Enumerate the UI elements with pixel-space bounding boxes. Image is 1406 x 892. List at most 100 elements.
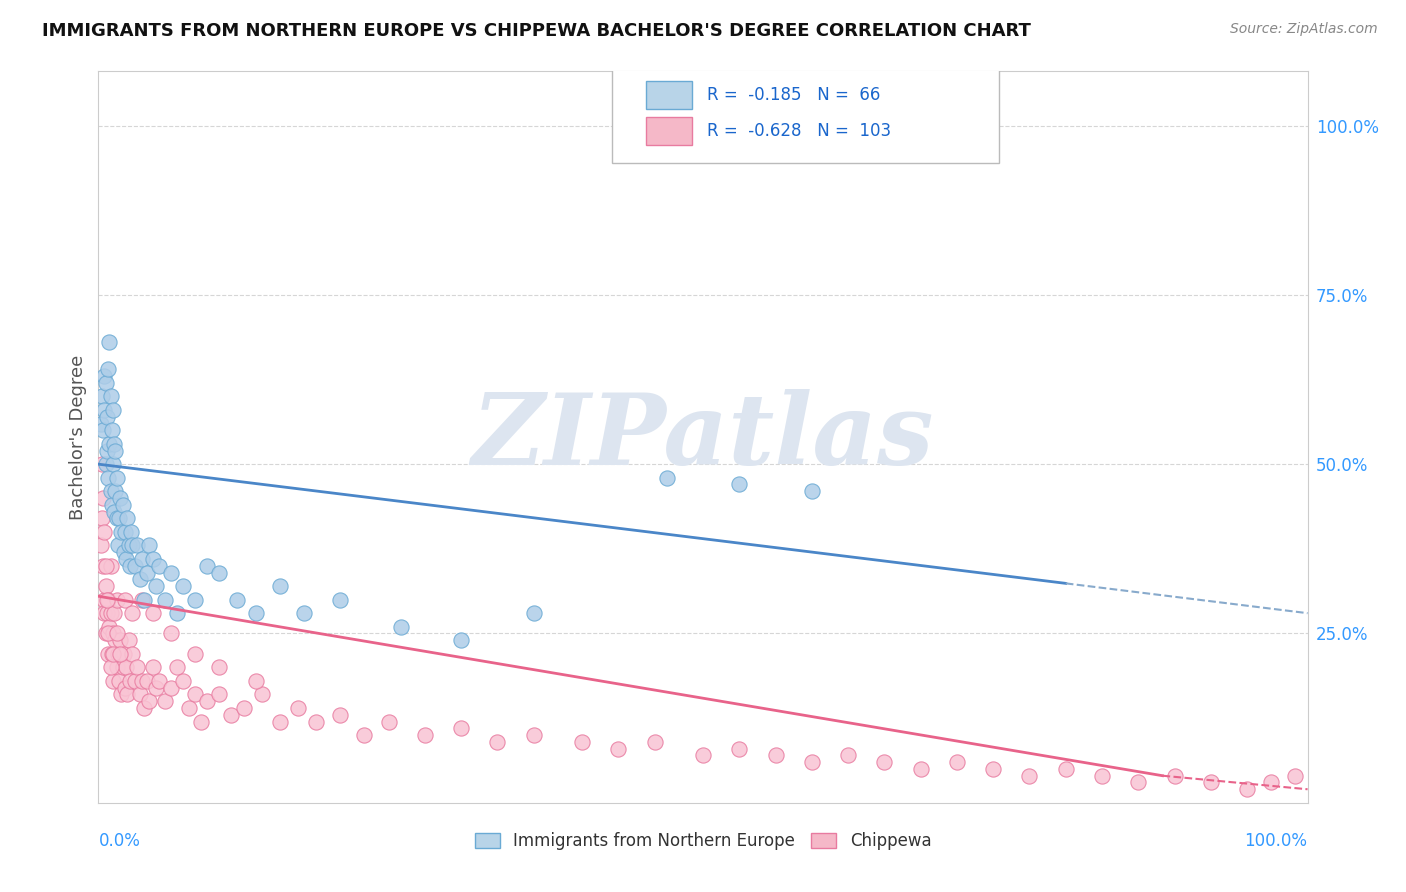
Point [127,538,149,552]
Point [97,647,120,661]
Point [117,688,139,702]
Point [981,762,1004,776]
Point [100,660,122,674]
Text: R =  -0.185   N =  66: R = -0.185 N = 66 [707,86,880,103]
Point [1236,782,1258,797]
Point [329,592,352,607]
Y-axis label: Bachelor's Degree: Bachelor's Degree [69,354,87,520]
Point [131,552,153,566]
Point [179,701,201,715]
Point [837,748,859,763]
Point [90,538,112,552]
Point [91,558,114,573]
Point [1018,769,1040,783]
Point [114,681,136,695]
Point [134,592,156,607]
Point [103,606,125,620]
Point [111,660,134,674]
Legend: Immigrants from Northern Europe, Chippewa: Immigrants from Northern Europe, Chippew… [468,825,938,856]
Point [121,647,143,661]
Point [148,673,170,688]
Point [353,728,375,742]
Point [118,558,141,573]
Point [184,592,207,607]
Point [450,721,472,735]
Point [250,688,273,702]
Point [1199,775,1222,789]
Point [101,626,124,640]
Point [195,694,218,708]
Point [135,566,157,580]
Point [413,728,436,742]
Point [160,626,183,640]
Point [190,714,212,729]
Point [305,714,328,729]
Point [208,660,231,674]
Point [101,403,124,417]
Point [96,606,118,620]
Point [121,538,143,552]
Point [245,673,267,688]
Point [91,389,114,403]
Point [93,403,115,417]
Point [118,538,141,552]
Point [94,558,117,573]
Text: Source: ZipAtlas.com: Source: ZipAtlas.com [1230,22,1378,37]
Point [142,552,165,566]
Point [232,701,254,715]
Point [112,647,135,661]
Bar [647,81,692,109]
Point [131,673,153,688]
Point [329,707,352,722]
Point [108,647,131,661]
Point [450,633,472,648]
Point [105,660,128,674]
Point [98,335,121,350]
Point [108,511,131,525]
Point [93,524,115,539]
Point [93,606,115,620]
Point [108,673,131,688]
Point [728,741,751,756]
Point [100,606,122,620]
Point [1091,769,1114,783]
Point [910,762,932,776]
Point [389,620,412,634]
Point [91,511,114,525]
Point [91,423,114,437]
FancyBboxPatch shape [613,64,1000,163]
Point [105,592,128,607]
Point [142,660,165,674]
Point [115,552,138,566]
Point [377,714,399,729]
Point [97,626,120,640]
Point [160,681,183,695]
Point [91,457,114,471]
Point [208,566,231,580]
Point [97,362,120,376]
Text: 100.0%: 100.0% [1244,832,1308,850]
Point [166,660,188,674]
Bar [647,118,692,145]
Point [94,626,117,640]
Point [135,673,157,688]
Point [153,694,176,708]
Point [208,688,231,702]
Point [1163,769,1185,783]
Point [134,701,156,715]
Text: IMMIGRANTS FROM NORTHERN EUROPE VS CHIPPEWA BACHELOR'S DEGREE CORRELATION CHART: IMMIGRANTS FROM NORTHERN EUROPE VS CHIPP… [42,22,1031,40]
Point [166,606,188,620]
Point [94,457,117,471]
Point [100,647,122,661]
Point [728,477,751,491]
Point [571,735,593,749]
Point [138,694,160,708]
Point [287,701,309,715]
Point [101,673,124,688]
Point [114,592,136,607]
Point [112,545,135,559]
Point [103,505,125,519]
Point [160,566,183,580]
Point [800,484,823,499]
Point [100,389,122,403]
